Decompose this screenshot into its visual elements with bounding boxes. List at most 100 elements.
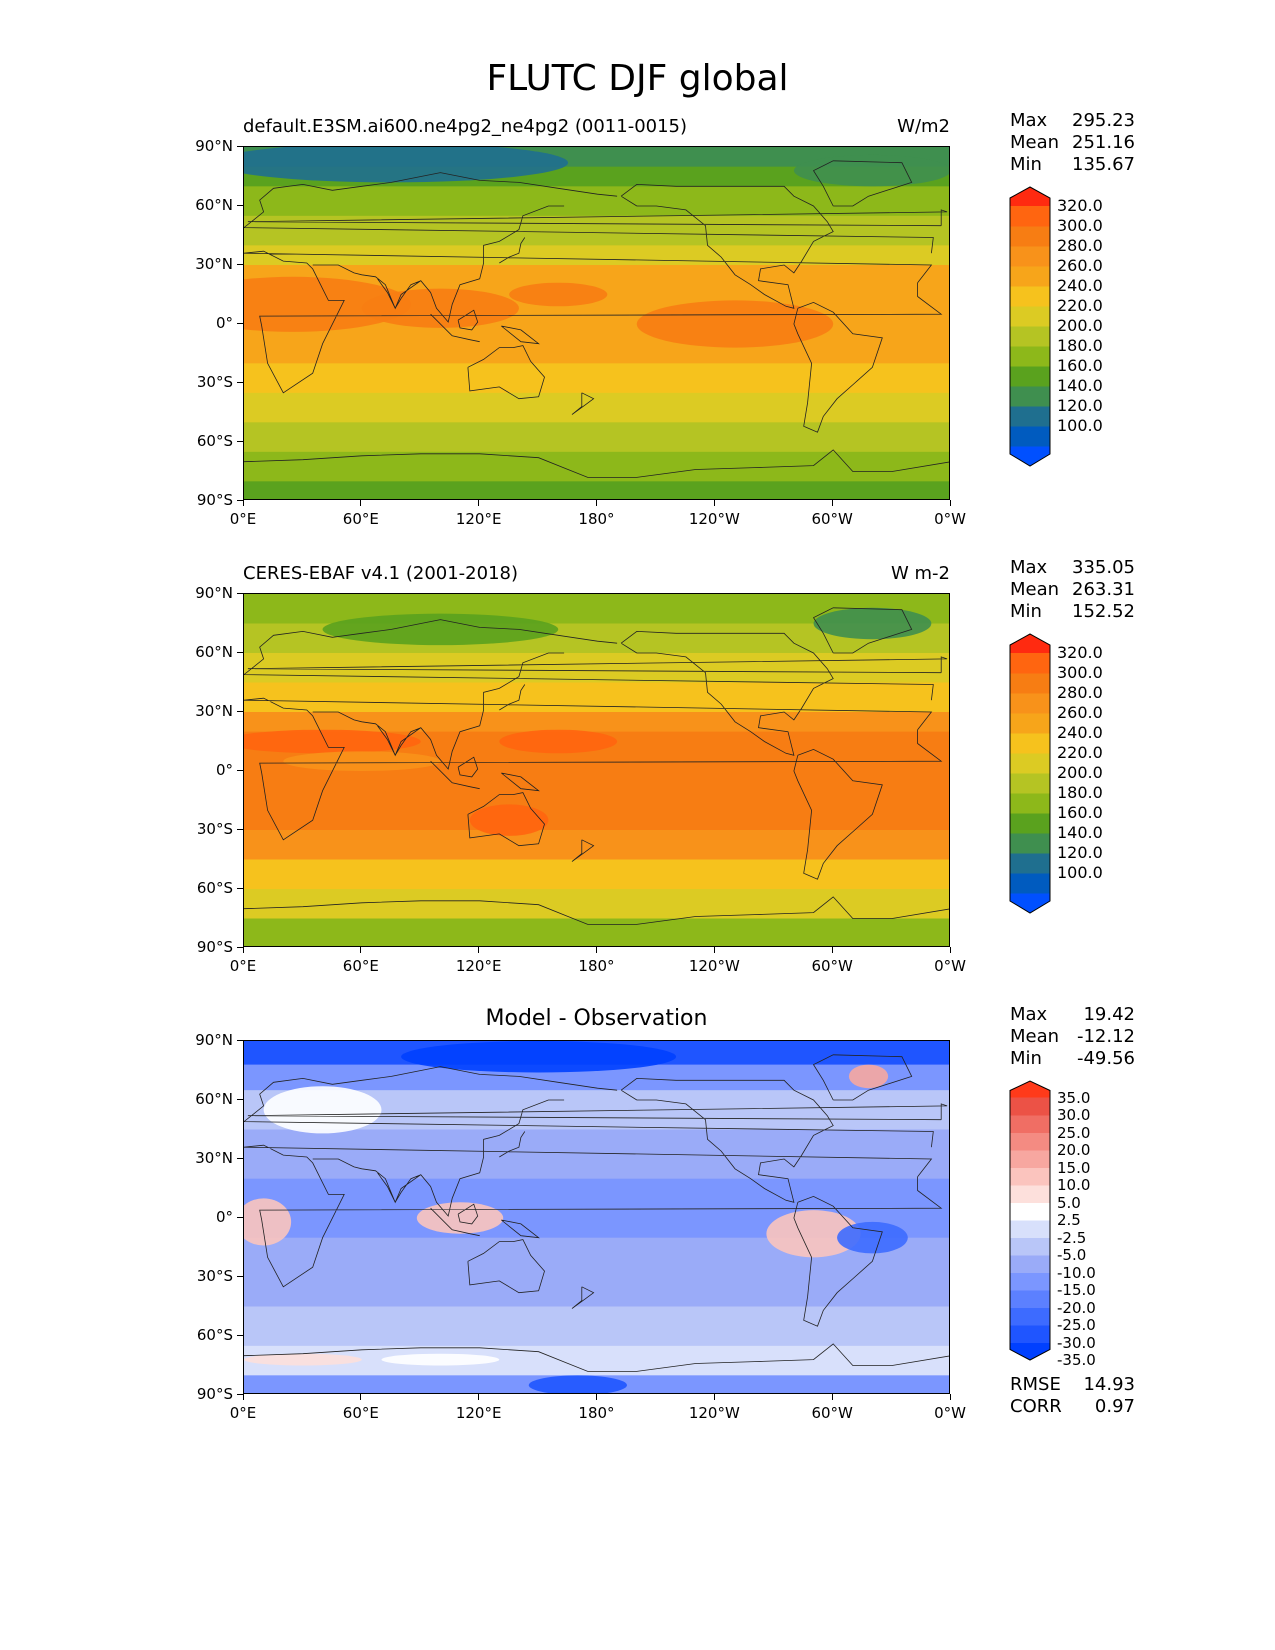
panel-units-title: W m-2 bbox=[890, 563, 950, 584]
colorbar-label: 25.0 bbox=[1057, 1123, 1091, 1142]
lat-label: 60°N bbox=[195, 1090, 233, 1108]
colorbar-swatch bbox=[1010, 446, 1050, 466]
colorbar-label: -25.0 bbox=[1057, 1316, 1096, 1334]
colorbar-outline bbox=[1009, 186, 1051, 467]
colorbar-swatch bbox=[1010, 813, 1050, 834]
colorbar-label: 200.0 bbox=[1057, 763, 1103, 782]
stat-min-value: -49.56 bbox=[1076, 1048, 1135, 1069]
field-anomaly bbox=[766, 1210, 861, 1258]
colorbar-swatch bbox=[1010, 386, 1050, 407]
colorbar-swatch bbox=[1010, 1255, 1050, 1273]
stat-min-value: 152.52 bbox=[1072, 601, 1135, 622]
lon-tick bbox=[478, 947, 480, 953]
stat-min: Min 135.67 bbox=[1010, 154, 1135, 176]
colorbar-swatch bbox=[1010, 833, 1050, 854]
colorbar-swatch bbox=[1010, 713, 1050, 734]
colorbar-label: 280.0 bbox=[1057, 236, 1103, 255]
lon-tick bbox=[478, 1394, 480, 1400]
colorbar-swatch bbox=[1010, 246, 1050, 267]
colorbar-label: 30.0 bbox=[1057, 1106, 1091, 1124]
colorbar-swatch bbox=[1010, 1307, 1050, 1326]
colorbar-swatch bbox=[1010, 326, 1050, 347]
stat-max-label: Max bbox=[1010, 110, 1048, 131]
colorbar-swatch bbox=[1010, 1185, 1050, 1203]
stat-mean-label: Mean bbox=[1010, 579, 1060, 600]
stat-max-value: 295.23 bbox=[1072, 110, 1135, 131]
colorbar-label: 260.0 bbox=[1057, 703, 1103, 722]
field-anomaly bbox=[401, 1041, 677, 1073]
lat-label: 30°S bbox=[196, 820, 233, 838]
colorbar-label: 20.0 bbox=[1057, 1141, 1091, 1159]
figure-title: FLUTC DJF global bbox=[486, 58, 789, 99]
field-band bbox=[244, 186, 949, 217]
field-band bbox=[244, 712, 949, 733]
colorbar-swatch bbox=[1010, 1132, 1050, 1151]
map-plot bbox=[243, 1040, 950, 1394]
colorbar-swatch bbox=[1010, 1325, 1050, 1343]
field-band bbox=[244, 245, 949, 266]
stat-max: Max 19.42 bbox=[1010, 1004, 1135, 1026]
colorbar-label: 320.0 bbox=[1057, 643, 1103, 662]
field-anomaly bbox=[636, 300, 834, 348]
field-band bbox=[244, 451, 949, 482]
stat-rmse-label: RMSE bbox=[1010, 1374, 1061, 1395]
lat-tick bbox=[237, 1098, 243, 1100]
map-canvas bbox=[244, 147, 949, 499]
stat-max-value: 335.05 bbox=[1072, 557, 1135, 578]
lon-tick bbox=[360, 1394, 362, 1400]
lon-tick bbox=[596, 947, 597, 953]
map-canvas bbox=[244, 1041, 949, 1393]
lat-tick bbox=[237, 710, 243, 712]
lat-tick bbox=[237, 322, 243, 324]
stat-min-label: Min bbox=[1010, 601, 1042, 622]
panel-extra-stats: RMSE 14.93 CORR 0.97 bbox=[1010, 1374, 1135, 1418]
lon-tick bbox=[713, 1394, 715, 1400]
stat-mean: Mean 251.16 bbox=[1010, 132, 1135, 154]
lon-label: 120°W bbox=[688, 1404, 740, 1422]
lon-label: 60°E bbox=[342, 1404, 379, 1422]
lon-label: 60°W bbox=[811, 510, 853, 528]
lon-label: 120°W bbox=[688, 510, 740, 528]
lat-tick bbox=[237, 204, 243, 206]
lat-tick bbox=[237, 1216, 243, 1218]
field-anomaly bbox=[244, 276, 411, 332]
colorbar-swatch bbox=[1010, 634, 1050, 653]
panel-units-title: W/m2 bbox=[897, 116, 950, 137]
stat-corr-label: CORR bbox=[1010, 1396, 1062, 1417]
lat-label: 60°N bbox=[195, 196, 233, 214]
lon-tick bbox=[713, 947, 715, 953]
lon-label: 0°W bbox=[934, 510, 966, 528]
colorbar-swatch bbox=[1010, 693, 1050, 714]
lat-label: 30°N bbox=[195, 1149, 233, 1167]
colorbar-swatch bbox=[1010, 1342, 1050, 1360]
lon-tick bbox=[242, 947, 244, 953]
stat-min-value: 135.67 bbox=[1072, 154, 1135, 175]
stat-mean-label: Mean bbox=[1010, 1026, 1060, 1047]
stat-mean: Mean -12.12 bbox=[1010, 1026, 1135, 1048]
colorbar-swatch bbox=[1010, 306, 1050, 327]
colorbar-swatch bbox=[1010, 1115, 1050, 1133]
lat-tick bbox=[237, 440, 243, 442]
lon-tick bbox=[360, 500, 362, 506]
lat-tick bbox=[237, 263, 243, 265]
lat-label: 0° bbox=[215, 314, 233, 332]
lat-tick bbox=[237, 1393, 243, 1395]
colorbar-label: 140.0 bbox=[1057, 823, 1103, 842]
colorbar bbox=[1009, 1080, 1051, 1361]
coastlines bbox=[244, 607, 949, 925]
field-anomaly bbox=[244, 147, 568, 183]
field-anomaly bbox=[263, 1086, 382, 1134]
colorbar-outline bbox=[1009, 633, 1051, 914]
colorbar-label: 5.0 bbox=[1057, 1193, 1081, 1212]
lat-tick bbox=[237, 651, 243, 653]
lon-label: 60°E bbox=[342, 957, 379, 975]
lon-tick bbox=[949, 500, 951, 506]
panel-stats: Max 19.42 Mean -12.12 Min -49.56 bbox=[1010, 1004, 1135, 1070]
stat-rmse: RMSE 14.93 bbox=[1010, 1374, 1135, 1396]
colorbar-label: 100.0 bbox=[1057, 416, 1103, 435]
colorbar-outline bbox=[1009, 1080, 1051, 1361]
field-band bbox=[244, 1345, 949, 1376]
lat-tick bbox=[237, 1039, 243, 1041]
colorbar-swatch bbox=[1010, 1081, 1050, 1098]
map-plot bbox=[243, 146, 950, 500]
